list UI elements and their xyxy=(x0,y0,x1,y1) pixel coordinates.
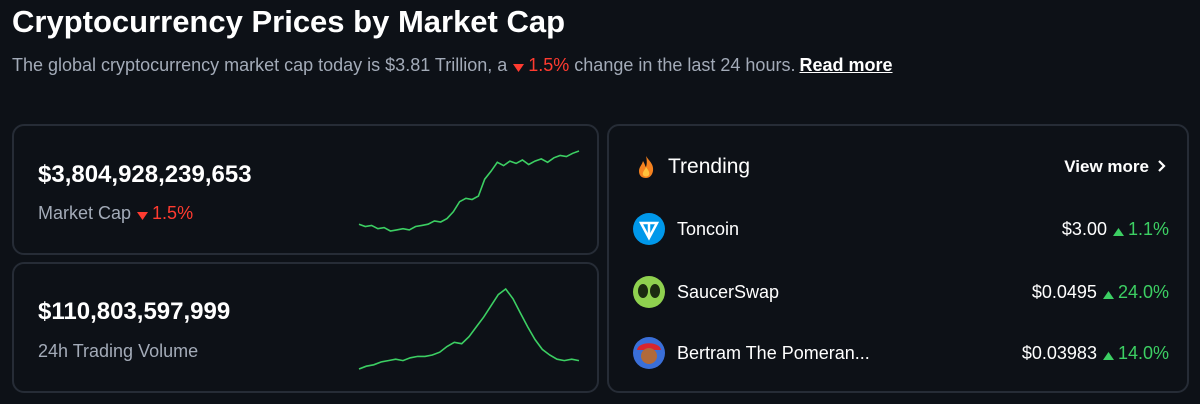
coin-price: $0.03983 xyxy=(1021,343,1097,363)
coin-change: 24.0% xyxy=(1117,282,1169,302)
page-title: Cryptocurrency Prices by Market Cap xyxy=(12,4,566,39)
coin-name[interactable]: Bertram The Pomeran... xyxy=(677,343,870,363)
triangle xyxy=(137,211,149,220)
subtitle-text: The global cryptocurrency market cap tod… xyxy=(12,55,508,75)
coin-price: $0.0495 xyxy=(1031,282,1097,302)
triangle-shape xyxy=(1102,290,1114,299)
coin-name[interactable]: Toncoin xyxy=(677,219,740,239)
coin-icon xyxy=(633,337,665,369)
view-more-link[interactable]: View more xyxy=(1064,157,1169,177)
change-arrow xyxy=(513,56,525,77)
triangle xyxy=(1102,351,1114,360)
fire-icon xyxy=(639,156,654,178)
change-arrow xyxy=(1102,344,1114,365)
card-label: 24h Trading Volume xyxy=(38,341,199,361)
coin-icon xyxy=(633,276,665,308)
card-label-text: Market Cap xyxy=(38,203,132,223)
coin-name[interactable]: SaucerSwap xyxy=(677,282,780,302)
card-change: 1.5% xyxy=(152,203,194,223)
subtitle-change: 1.5% xyxy=(528,55,570,75)
card-value: $3,804,928,239,653 xyxy=(38,161,252,188)
chevron xyxy=(1158,160,1166,172)
coin-price-row: $0.03983 14.0% xyxy=(1022,343,1169,365)
triangle-shape xyxy=(1102,351,1114,360)
coin-change: 1.1% xyxy=(1127,219,1169,239)
subtitle: The global cryptocurrency market cap tod… xyxy=(12,55,893,77)
volume-card: $110,803,597,999 24h Trading Volume xyxy=(12,262,599,393)
sparkline xyxy=(358,287,580,370)
change-arrow xyxy=(1112,220,1124,241)
triangle xyxy=(513,63,525,72)
sparkline-line xyxy=(358,287,580,370)
sparkline xyxy=(358,150,580,232)
triangle-shape xyxy=(513,63,525,72)
read-more-link[interactable]: Read more xyxy=(799,55,893,75)
sparkline-line xyxy=(358,150,580,232)
coin-price: $3.00 xyxy=(1061,219,1107,239)
coin-price-row: $3.00 1.1% xyxy=(1062,219,1169,241)
triangle-shape xyxy=(137,211,149,220)
view-more-text: View more xyxy=(1064,157,1149,176)
trending-title: Trending xyxy=(668,155,751,178)
market-cap-card: $3,804,928,239,653 Market Cap 1.5% xyxy=(12,124,599,255)
card-label: Market Cap 1.5% xyxy=(38,203,193,225)
triangle-shape xyxy=(1112,227,1124,236)
change-arrow xyxy=(1102,283,1114,304)
card-value: $110,803,597,999 xyxy=(38,298,231,325)
coin-icon xyxy=(633,213,665,245)
change-arrow xyxy=(137,204,149,225)
coin-change: 14.0% xyxy=(1117,343,1169,363)
triangle xyxy=(1112,227,1124,236)
coin-price-row: $0.0495 24.0% xyxy=(1032,282,1169,304)
trending-card: Trending View more Toncoin $3.00 1.1% Sau… xyxy=(607,124,1189,393)
triangle xyxy=(1102,290,1114,299)
subtitle-text: change in the last 24 hours. xyxy=(574,55,796,75)
